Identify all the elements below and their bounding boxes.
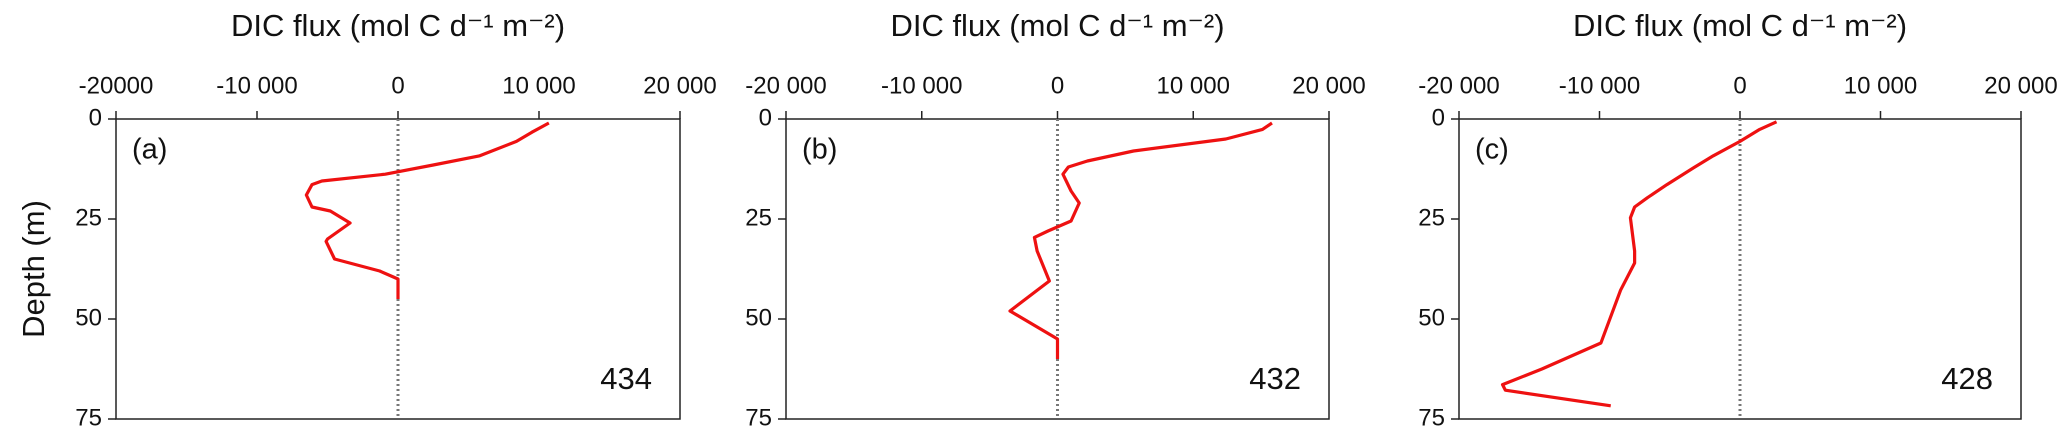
y-tick-label: 75 (1418, 404, 1445, 431)
data-line (304, 121, 550, 299)
panel-label: (b) (802, 134, 837, 166)
x-tick-label: 10 000 (502, 72, 575, 99)
x-tick-label: -20 000 (1418, 72, 1499, 99)
panel-label: (a) (132, 134, 167, 166)
y-tick-label: 75 (75, 404, 102, 431)
data-line (1008, 121, 1273, 359)
y-tick-label: 25 (1418, 204, 1445, 231)
annotation: 432 (1249, 361, 1301, 396)
x-tick-label: 0 (1733, 72, 1746, 99)
y-tick-label: 50 (745, 304, 772, 331)
x-tick-label: 0 (391, 72, 404, 99)
x-tick-label: -10 000 (1559, 72, 1640, 99)
y-tick-label: 50 (75, 304, 102, 331)
x-tick-label: -10 000 (216, 72, 297, 99)
y-tick-label: 25 (745, 204, 772, 231)
x-tick-label: -20000 (79, 72, 154, 99)
x-tick-label: 20 000 (1984, 72, 2057, 99)
y-tick-label: 0 (759, 104, 772, 131)
x-tick-label: 10 000 (1844, 72, 1917, 99)
annotation: 434 (600, 361, 652, 396)
y-tick-label: 25 (75, 204, 102, 231)
y-axis-label: Depth (m) (16, 200, 51, 338)
y-tick-label: 0 (89, 104, 102, 131)
data-line (1500, 120, 1778, 408)
x-tick-label: 20 000 (643, 72, 716, 99)
chart-title: DIC flux (mol C d⁻¹ m⁻²) (1573, 8, 1907, 43)
x-tick-label: 20 000 (1292, 72, 1365, 99)
chart-title: DIC flux (mol C d⁻¹ m⁻²) (231, 8, 565, 43)
chart-title: DIC flux (mol C d⁻¹ m⁻²) (890, 8, 1224, 43)
x-tick-label: 10 000 (1157, 72, 1230, 99)
annotation: 428 (1941, 361, 1993, 396)
x-tick-label: -10 000 (881, 72, 962, 99)
x-tick-label: -20 000 (745, 72, 826, 99)
y-tick-label: 0 (1432, 104, 1445, 131)
y-tick-label: 75 (745, 404, 772, 431)
panel-label: (c) (1475, 134, 1509, 166)
x-tick-label: 0 (1051, 72, 1064, 99)
y-tick-label: 50 (1418, 304, 1445, 331)
